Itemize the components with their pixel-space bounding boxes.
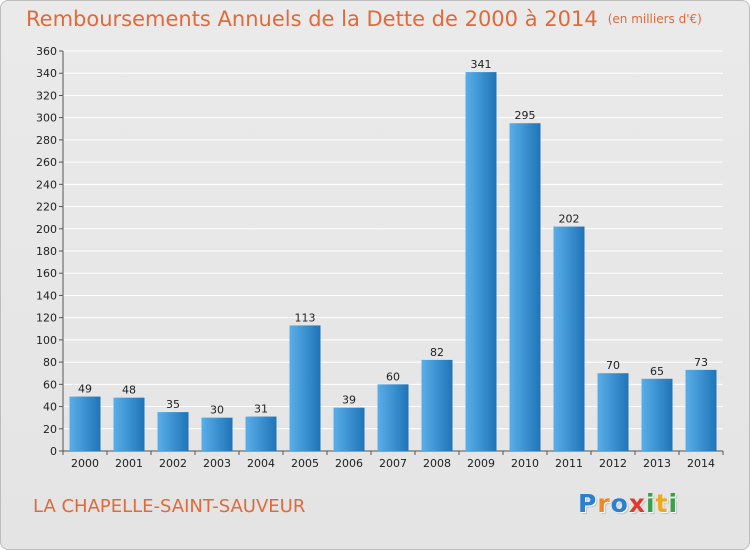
bar-value-label: 31 [254,403,268,416]
bar [333,407,365,451]
x-tick-label: 2006 [335,457,363,470]
y-tick-label: 220 [36,201,57,214]
location-name: LA CHAPELLE-SAINT-SAUVEUR [33,496,306,517]
logo-letter: t [655,489,669,518]
bar-value-label: 30 [210,404,224,417]
bar [553,226,585,451]
bar [245,416,277,451]
bar-value-label: 48 [122,384,136,397]
y-tick-label: 40 [43,401,57,414]
bar [509,123,541,451]
x-tick-label: 2014 [687,457,715,470]
chart-title-text: Remboursements Annuels de la Dette de 20… [26,7,598,31]
bar [641,378,673,451]
x-tick-label: 2005 [291,457,319,470]
bar [421,359,453,451]
x-tick-label: 2001 [115,457,143,470]
proxiti-logo: Proxiti [578,489,678,518]
logo-letter: i [668,489,679,518]
y-tick-labels: 0 20 40 60 80 100 120 140 160 180 200 220 240 260 280 3… [36,45,57,458]
bar [289,325,321,451]
x-tick-label: 2010 [511,457,539,470]
x-tick-labels: 2000 2001 2002 2003 2004 2005 2006 2007 2008 2009… [71,457,715,470]
logo-letter: i [646,489,656,518]
y-tick-label: 120 [36,312,57,325]
bar-value-label: 49 [78,383,92,396]
bar [377,384,409,451]
y-tick-label: 180 [36,245,57,258]
x-tick-label: 2004 [247,457,275,470]
x-tick-label: 2009 [467,457,495,470]
bar [465,72,497,451]
x-tick-label: 2013 [643,457,671,470]
bar-value-label: 65 [650,365,664,378]
bar-value-label: 341 [471,58,492,71]
bar-value-label: 295 [515,109,536,122]
logo-letter: P [578,489,598,518]
bar-value-label: 60 [386,370,400,383]
x-tick-label: 2000 [71,457,99,470]
bar-value-label: 73 [694,356,708,369]
bar-value-labels: 49 48 35 30 31 113 39 60 82 341 295 202 70 65 73 [78,58,708,417]
bar [69,396,101,451]
x-tick-label: 2002 [159,457,187,470]
bar [597,373,629,451]
bar-value-label: 35 [166,398,180,411]
y-tick-label: 80 [43,356,57,369]
y-tick-label: 240 [36,178,57,191]
y-tick-label: 260 [36,156,57,169]
x-tick-label: 2012 [599,457,627,470]
chart-title-unit: (en milliers d'€) [607,12,702,26]
y-tick-label: 300 [36,112,57,125]
y-tick-label: 160 [36,267,57,280]
x-tick-label: 2007 [379,457,407,470]
bar-value-label: 39 [342,394,356,407]
y-tick-label: 0 [50,445,57,458]
bar-value-label: 113 [295,311,316,324]
bar-value-label: 82 [430,346,444,359]
logo-letter: x [628,489,646,518]
bar-value-label: 70 [606,359,620,372]
logo-letter: o [610,489,629,518]
y-tick-label: 360 [36,45,57,58]
bars [69,72,717,451]
y-tick-label: 280 [36,134,57,147]
bar-value-label: 202 [559,213,580,226]
x-tick-label: 2003 [203,457,231,470]
y-tick-label: 340 [36,67,57,80]
y-tick-label: 60 [43,378,57,391]
x-tick-label: 2008 [423,457,451,470]
bar [157,412,189,451]
bar [201,417,233,451]
y-tick-label: 320 [36,89,57,102]
bar [113,397,145,451]
chart-title: Remboursements Annuels de la Dette de 20… [26,7,702,31]
bar [685,369,717,451]
x-tick-label: 2011 [555,457,583,470]
y-tick-label: 20 [43,423,57,436]
logo-letter: r [597,489,611,518]
y-tick-label: 200 [36,223,57,236]
y-tick-label: 100 [36,334,57,347]
y-tick-label: 140 [36,289,57,302]
